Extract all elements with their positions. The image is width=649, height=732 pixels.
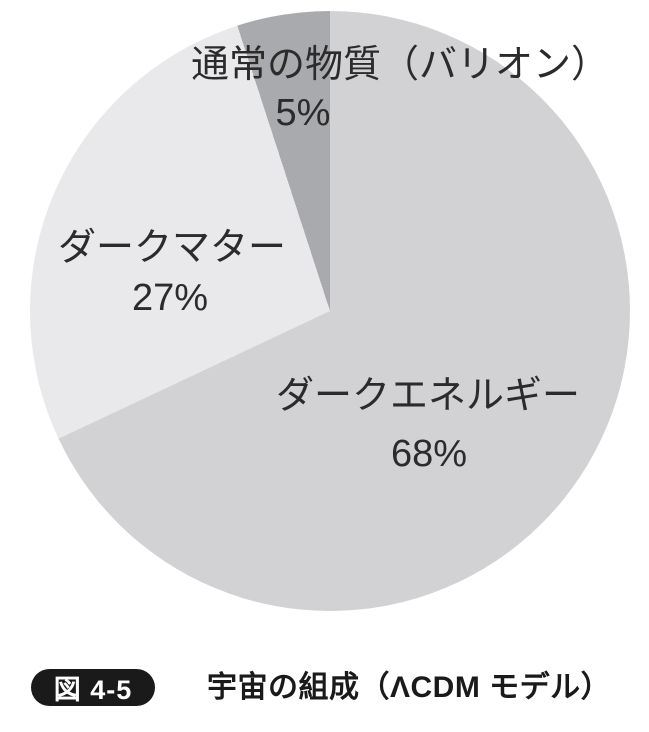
- figure-number-badge: 図 4-5: [31, 669, 155, 706]
- pie-chart: [30, 11, 630, 611]
- slice-label-baryon: 通常の物質（バリオン）: [190, 44, 610, 86]
- slice-label-dark-matter: ダークマター: [57, 227, 287, 269]
- slice-pct-dark-matter: 27%: [131, 277, 209, 319]
- slice-pct-dark-energy: 68%: [390, 433, 468, 475]
- slice-pct-baryon: 5%: [275, 92, 331, 134]
- figure-caption-title: 宇宙の組成（ΛCDM モデル）: [207, 671, 612, 704]
- pie-chart-area: 通常の物質（バリオン） 5% ダークマター 27% ダークエネルギー 68%: [30, 11, 630, 611]
- slice-label-dark-energy: ダークエネルギー: [275, 375, 581, 417]
- figure-caption-row: 図 4-5 宇宙の組成（ΛCDM モデル）: [0, 655, 649, 732]
